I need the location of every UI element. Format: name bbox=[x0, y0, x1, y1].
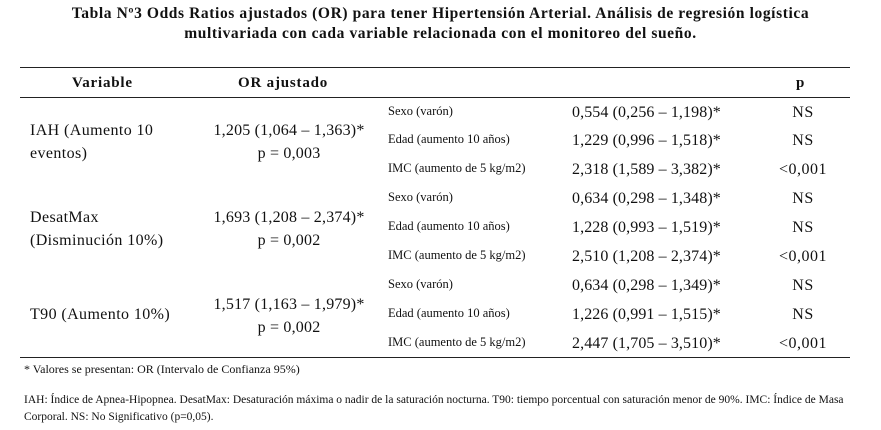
group-1-p-1: NS bbox=[792, 104, 814, 121]
header-variable: Variable bbox=[72, 75, 133, 91]
confidence-interval-note: * Valores se presentan: OR (Intervalo de… bbox=[24, 362, 300, 376]
group-3-p-1: NS bbox=[792, 277, 814, 294]
group-1-covariate-1: Sexo (varón) bbox=[388, 104, 453, 118]
header-top-rule bbox=[20, 67, 850, 68]
group-3-variable-line-1: T90 (Aumento 10%) bbox=[30, 306, 171, 323]
table-title-line-1: Tabla Nº3 Odds Ratios ajustados (OR) par… bbox=[71, 5, 810, 22]
group-1-or-value: 1,205 (1,064 – 1,363)* bbox=[213, 122, 365, 139]
group-3-p-2: NS bbox=[792, 306, 814, 323]
group-2-variable-line-1: DesatMax bbox=[30, 209, 99, 226]
group-3-covariate-1: Sexo (varón) bbox=[388, 277, 453, 291]
group-1-covariate-2: Edad (aumento 10 años) bbox=[388, 132, 510, 146]
group-3-covariate-2: Edad (aumento 10 años) bbox=[388, 306, 510, 320]
group-1-variable-line-2: eventos) bbox=[30, 145, 88, 162]
group-2-covariate-3: IMC (aumento de 5 kg/m2) bbox=[388, 248, 526, 262]
group-3-value-3: 2,447 (1,705 – 3,510)* bbox=[572, 335, 721, 352]
group-2-value-2: 1,228 (0,993 – 1,519)* bbox=[572, 219, 721, 236]
abbreviations-footnote: IAH: Índice de Apnea-Hipopnea. DesatMax:… bbox=[24, 394, 844, 423]
group-1-p-3: <0,001 bbox=[778, 161, 828, 178]
group-1-p-2: NS bbox=[792, 132, 814, 149]
group-1-or-pvalue: p = 0,003 bbox=[257, 145, 321, 162]
group-1-value-2: 1,229 (0,996 – 1,518)* bbox=[572, 132, 721, 149]
group-2-p-2: NS bbox=[792, 219, 814, 236]
group-1-covariate-3: IMC (aumento de 5 kg/m2) bbox=[388, 161, 526, 175]
group-1-value-3: 2,318 (1,589 – 3,382)* bbox=[572, 161, 721, 178]
group-2-or-value: 1,693 (1,208 – 2,374)* bbox=[213, 209, 365, 226]
group-1-variable-line-1: IAH (Aumento 10 bbox=[30, 122, 154, 139]
group-2-p-3: <0,001 bbox=[778, 248, 828, 265]
group-3-or-value: 1,517 (1,163 – 1,979)* bbox=[213, 296, 365, 313]
table-title-line-2: multivariada con cada variable relaciona… bbox=[184, 25, 697, 42]
group-3-or-pvalue: p = 0,002 bbox=[257, 319, 321, 336]
group-3-value-1: 0,634 (0,298 – 1,349)* bbox=[572, 277, 721, 294]
group-2-value-3: 2,510 (1,208 – 2,374)* bbox=[572, 248, 721, 265]
group-2-covariate-1: Sexo (varón) bbox=[388, 190, 453, 204]
group-2-variable-line-2: (Disminución 10%) bbox=[30, 232, 164, 249]
group-2-covariate-2: Edad (aumento 10 años) bbox=[388, 219, 510, 233]
group-2-value-1: 0,634 (0,298 – 1,348)* bbox=[572, 190, 721, 207]
group-3-covariate-3: IMC (aumento de 5 kg/m2) bbox=[388, 335, 526, 349]
header-p: p bbox=[796, 75, 806, 91]
group-2-or-pvalue: p = 0,002 bbox=[257, 232, 321, 249]
group-2-p-1: NS bbox=[792, 190, 814, 207]
group-3-value-2: 1,226 (0,991 – 1,515)* bbox=[572, 306, 721, 323]
group-1-value-1: 0,554 (0,256 – 1,198)* bbox=[572, 104, 721, 121]
table-bottom-rule bbox=[20, 357, 850, 358]
header-bottom-rule bbox=[20, 97, 850, 98]
header-or-ajustado: OR ajustado bbox=[238, 75, 329, 91]
group-3-p-3: <0,001 bbox=[778, 335, 828, 352]
